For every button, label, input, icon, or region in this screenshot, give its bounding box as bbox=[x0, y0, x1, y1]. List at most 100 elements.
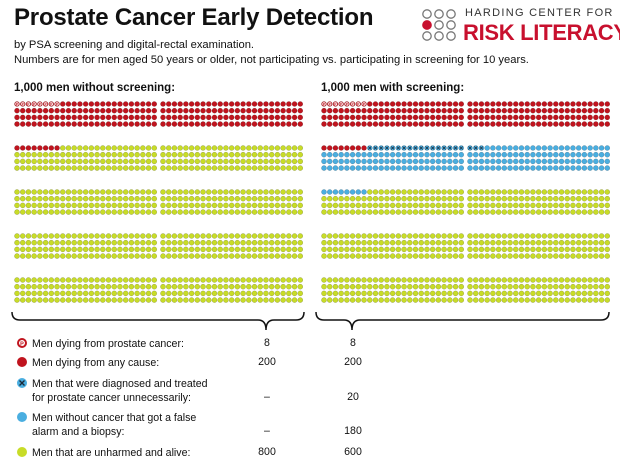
any-death-dot bbox=[122, 101, 129, 107]
unharmed-dot bbox=[604, 277, 610, 283]
unharmed-dot bbox=[361, 290, 367, 297]
unharmed-dot bbox=[128, 277, 135, 283]
unharmed-dot bbox=[54, 209, 60, 215]
unharmed-dot bbox=[117, 209, 123, 215]
unharmed-dot bbox=[286, 189, 292, 195]
false-alarm-dot bbox=[507, 151, 513, 158]
unharmed-dot bbox=[82, 158, 89, 165]
unharmed-dot bbox=[418, 233, 424, 239]
unharmed-dot bbox=[65, 277, 72, 283]
unharmed-dot bbox=[518, 239, 525, 246]
unharmed-dot bbox=[122, 233, 129, 239]
unharmed-dot bbox=[401, 283, 407, 290]
unharmed-dot bbox=[48, 233, 55, 239]
any-death-dot bbox=[467, 121, 473, 127]
unharmed-dot bbox=[435, 195, 442, 202]
unharmed-dot bbox=[251, 283, 258, 290]
svg-text:P: P bbox=[27, 102, 30, 106]
false-alarm-dot bbox=[395, 158, 402, 165]
unharmed-dot bbox=[452, 189, 459, 195]
unharmed-dot bbox=[407, 202, 413, 209]
any-death-dot bbox=[257, 114, 263, 121]
unharmed-dot bbox=[165, 253, 172, 259]
any-death-dot bbox=[54, 114, 60, 121]
unharmed-dot bbox=[412, 297, 419, 303]
any-death-dot bbox=[31, 145, 37, 151]
unharmed-dot bbox=[291, 189, 298, 195]
unharmed-dot bbox=[274, 189, 281, 195]
unharmed-dot bbox=[54, 165, 60, 171]
false-alarm-dot bbox=[575, 145, 582, 151]
unharmed-dot bbox=[395, 195, 402, 202]
any-death-dot bbox=[228, 121, 235, 127]
any-death-dot bbox=[25, 145, 32, 151]
unharmed-dot bbox=[200, 202, 206, 209]
unharmed-dot bbox=[177, 151, 183, 158]
unharmed-dot bbox=[467, 277, 473, 283]
unharmed-dot bbox=[19, 189, 26, 195]
unharmed-dot bbox=[564, 239, 570, 246]
unharmed-dot bbox=[217, 151, 223, 158]
unharmed-dot bbox=[575, 195, 582, 202]
unharmed-dot bbox=[145, 246, 152, 253]
unharmed-dot bbox=[228, 233, 235, 239]
any-death-dot bbox=[564, 114, 570, 121]
overdiagnosed-dot bbox=[412, 145, 419, 151]
unharmed-dot bbox=[268, 158, 275, 165]
unharmed-dot bbox=[535, 253, 542, 259]
false-alarm-dot bbox=[424, 165, 430, 171]
false-alarm-dot bbox=[524, 145, 530, 151]
unharmed-dot bbox=[145, 239, 152, 246]
prostate-death-dot: P bbox=[42, 101, 49, 107]
unharmed-dot bbox=[326, 209, 333, 215]
any-death-dot bbox=[94, 114, 100, 121]
unharmed-dot bbox=[14, 233, 20, 239]
unharmed-dot bbox=[564, 202, 570, 209]
unharmed-dot bbox=[429, 246, 436, 253]
false-alarm-dot bbox=[435, 158, 442, 165]
unharmed-dot bbox=[54, 195, 60, 202]
any-death-dot bbox=[88, 107, 95, 114]
prostate-death-dot: P bbox=[25, 101, 32, 107]
false-alarm-dot bbox=[484, 165, 490, 171]
unharmed-dot bbox=[384, 253, 390, 259]
unharmed-dot bbox=[361, 277, 367, 283]
unharmed-dot bbox=[412, 233, 419, 239]
unharmed-dot bbox=[25, 195, 32, 202]
unharmed-dot bbox=[25, 283, 32, 290]
any-death-dot bbox=[361, 114, 367, 121]
unharmed-dot bbox=[424, 202, 430, 209]
any-death-dot bbox=[71, 121, 77, 127]
unharmed-dot bbox=[31, 277, 37, 283]
unharmed-dot bbox=[240, 165, 246, 171]
false-alarm-dot bbox=[581, 158, 588, 165]
unharmed-dot bbox=[54, 233, 60, 239]
unharmed-dot bbox=[484, 195, 490, 202]
unharmed-dot bbox=[338, 277, 344, 283]
false-alarm-dot bbox=[541, 151, 548, 158]
unharmed-dot bbox=[183, 209, 189, 215]
unharmed-dot bbox=[211, 158, 218, 165]
unharmed-dot bbox=[211, 283, 218, 290]
unharmed-dot bbox=[367, 189, 373, 195]
unharmed-dot bbox=[60, 239, 66, 246]
unharmed-dot bbox=[82, 297, 89, 303]
any-death-dot bbox=[60, 121, 66, 127]
unharmed-dot bbox=[524, 233, 530, 239]
unharmed-dot bbox=[384, 189, 390, 195]
unharmed-dot bbox=[160, 283, 166, 290]
any-death-dot bbox=[14, 107, 20, 114]
unharmed-dot bbox=[31, 202, 37, 209]
false-alarm-dot bbox=[598, 158, 605, 165]
unharmed-dot bbox=[570, 283, 576, 290]
unharmed-dot bbox=[435, 277, 442, 283]
false-alarm-dot bbox=[564, 165, 570, 171]
unharmed-dot bbox=[452, 297, 459, 303]
unharmed-dot bbox=[65, 239, 72, 246]
unharmed-dot bbox=[384, 246, 390, 253]
false-alarm-dot bbox=[501, 151, 508, 158]
any-death-dot bbox=[128, 121, 135, 127]
unharmed-dot bbox=[14, 189, 20, 195]
unharmed-dot bbox=[518, 290, 525, 297]
any-death-dot bbox=[344, 145, 350, 151]
